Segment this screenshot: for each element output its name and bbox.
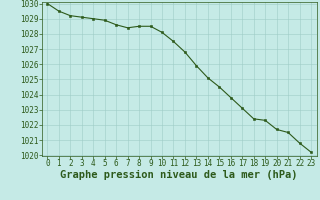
X-axis label: Graphe pression niveau de la mer (hPa): Graphe pression niveau de la mer (hPa) — [60, 170, 298, 180]
